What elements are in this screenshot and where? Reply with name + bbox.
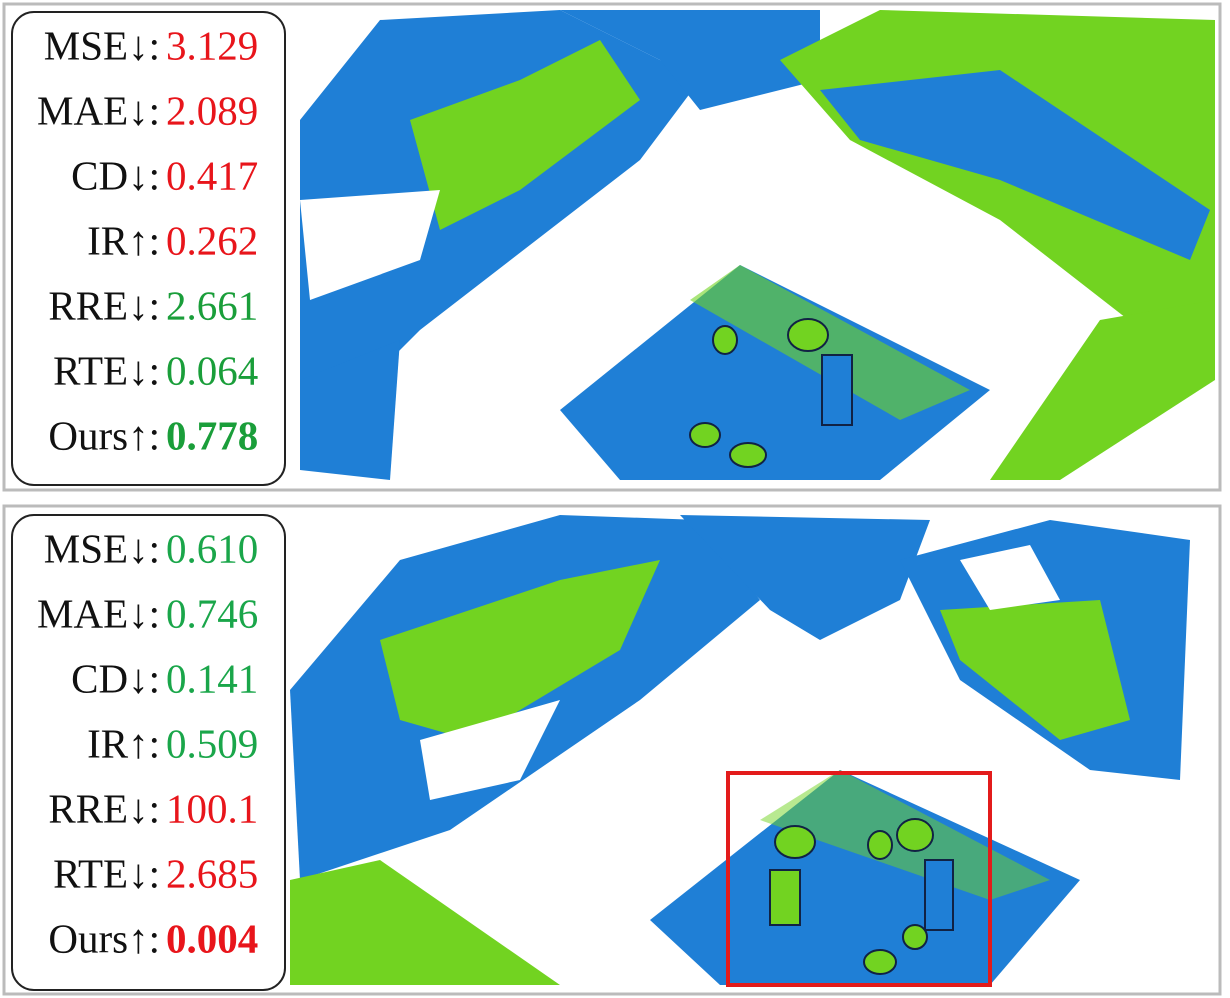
metric-label: Ours↑:	[48, 412, 160, 458]
metric-label: MAE↓:	[37, 87, 160, 133]
metric-label: CD↓:	[71, 152, 160, 198]
metric-label: IR↑:	[87, 217, 160, 263]
metric-value: 2.661	[166, 282, 258, 328]
metric-label: IR↑:	[87, 720, 160, 766]
metric-value: 3.129	[166, 22, 258, 68]
point-cloud	[300, 10, 1215, 480]
metric-value: 0.610	[166, 525, 258, 571]
metric-value: 0.064	[166, 347, 258, 393]
point-cloud	[290, 515, 1190, 985]
highlight-box	[726, 771, 992, 987]
metric-label: MAE↓:	[37, 590, 160, 636]
metric-label: Ours↑:	[48, 915, 160, 961]
metric-value: 100.1	[166, 785, 258, 831]
metric-label: MSE↓:	[44, 22, 160, 68]
metric-label: RRE↓:	[48, 282, 160, 328]
metric-label: RRE↓:	[48, 785, 160, 831]
metric-value: 0.141	[166, 655, 258, 701]
metric-value: 2.685	[166, 850, 258, 896]
metric-value: 0.509	[166, 720, 258, 766]
metric-value: 0.778	[166, 412, 258, 458]
metric-label: RTE↓:	[53, 347, 160, 393]
metric-value: 2.089	[166, 87, 258, 133]
metric-value: 0.262	[166, 217, 258, 263]
metric-value: 0.746	[166, 590, 258, 636]
metric-label: MSE↓:	[44, 525, 160, 571]
metric-value: 0.004	[166, 915, 258, 961]
metric-label: RTE↓:	[53, 850, 160, 896]
metrics-box	[11, 11, 286, 486]
metric-label: CD↓:	[71, 655, 160, 701]
metric-value: 0.417	[166, 152, 258, 198]
metrics-box	[11, 514, 286, 991]
